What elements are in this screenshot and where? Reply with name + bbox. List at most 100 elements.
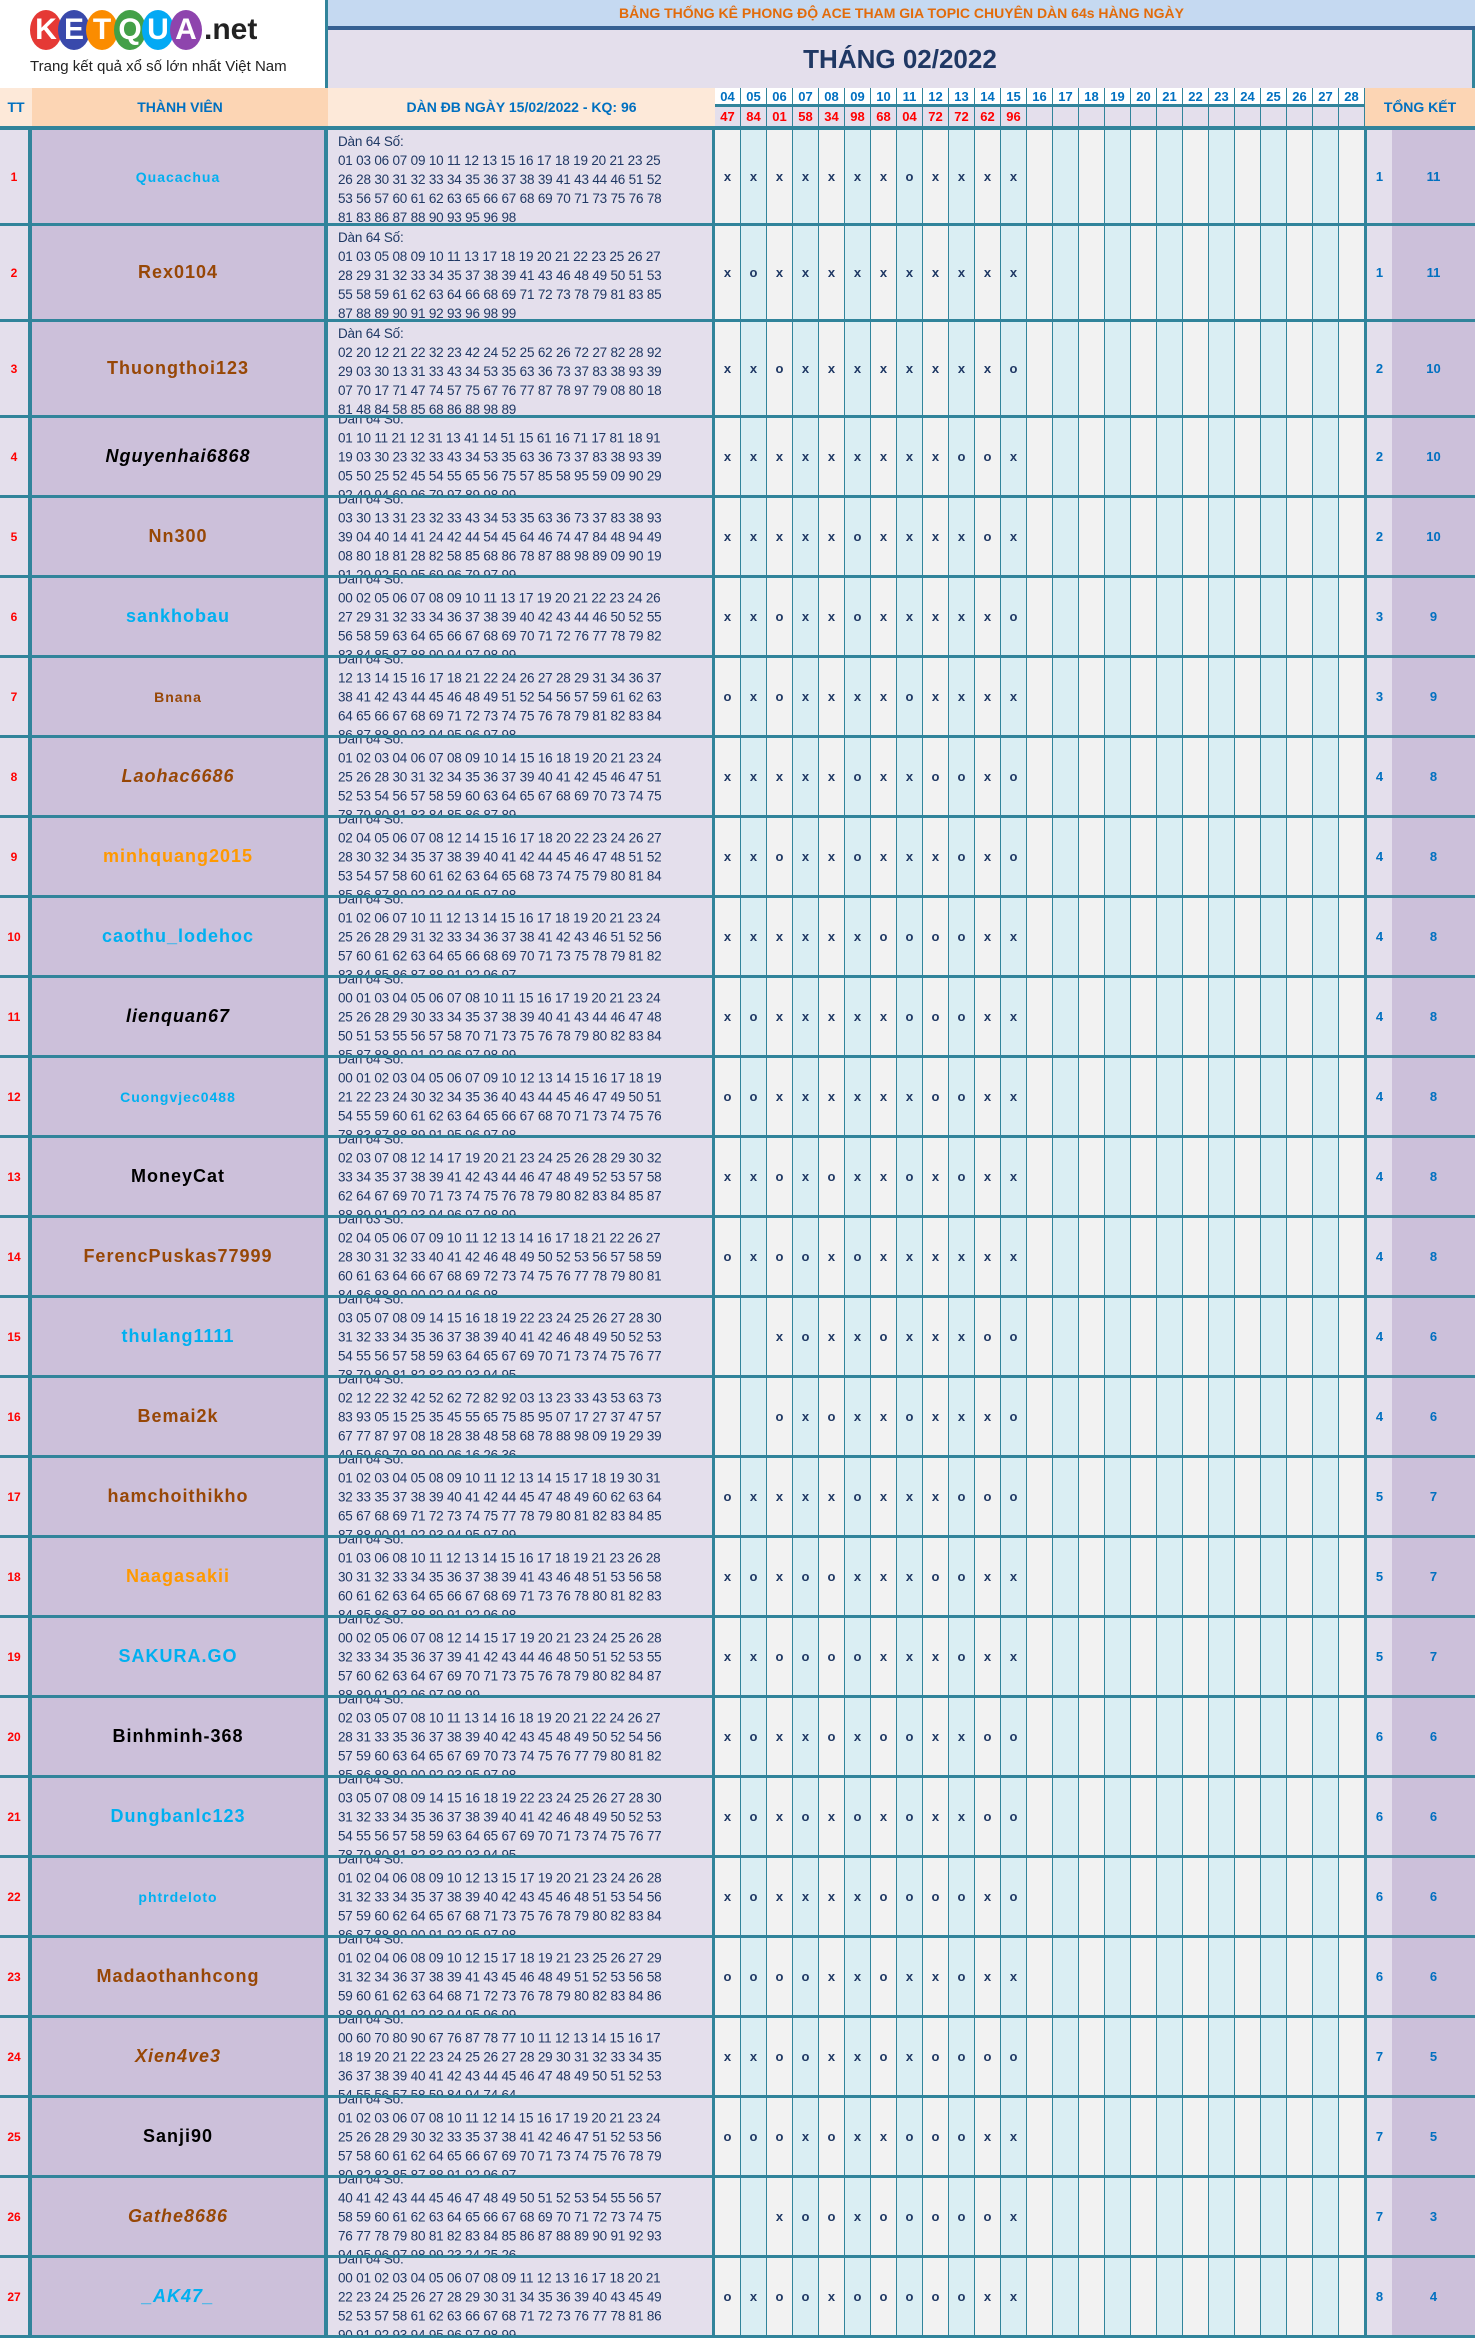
member-name[interactable]: Quacachua [32, 130, 328, 223]
day-mark-cell [1027, 1858, 1053, 1935]
number-set-line: 78 83 87 88 89 91 95 96 97 98 [338, 1127, 517, 1135]
member-name[interactable]: Sanji90 [32, 2098, 328, 2175]
member-name[interactable]: Naagasakii [32, 1538, 328, 1615]
member-name[interactable]: thulang1111 [32, 1298, 328, 1375]
day-mark-cell: o [1001, 1858, 1027, 1935]
member-name[interactable]: sankhobau [32, 578, 328, 655]
day-mark-cell [1157, 898, 1183, 975]
number-set-line: 78 79 80 81 82 83 92 93 94 95 [338, 1847, 517, 1855]
total-misses: 5 [1392, 2018, 1475, 2095]
day-mark-cell [1235, 322, 1261, 415]
day-mark-cell [1131, 898, 1157, 975]
day-mark-cell [1079, 738, 1105, 815]
day-mark-cell: x [715, 738, 741, 815]
table-row: 16 Bemai2k Dàn 64 Số: 02 12 22 32 42 52 62 … [0, 1378, 1475, 1458]
number-set-line: 57 60 62 63 64 67 69 70 71 73 75 76 78 7… [338, 1668, 662, 1683]
member-name[interactable]: Gathe8686 [32, 2178, 328, 2255]
total-misses: 7 [1392, 1458, 1475, 1535]
day-mark-cell: x [793, 498, 819, 575]
member-name[interactable]: Bnana [32, 658, 328, 735]
day-mark-cell: x [975, 1938, 1001, 2015]
ketqua-logo[interactable]: K E T Q U A .net Trang kết quả xổ số lớn nhất … [0, 0, 328, 88]
member-name[interactable]: _AK47_ [32, 2258, 328, 2335]
member-name[interactable]: MoneyCat [32, 1138, 328, 1215]
day-mark-cell: x [975, 226, 1001, 319]
day-mark-cell: o [949, 1938, 975, 2015]
day-mark-cell [1235, 578, 1261, 655]
day-mark-cell [1079, 1458, 1105, 1535]
day-mark-cell [1131, 1378, 1157, 1455]
member-name[interactable]: hamchoithikho [32, 1458, 328, 1535]
day-mark-cell [1339, 1778, 1365, 1855]
number-set-line: 03 05 07 08 09 14 15 16 18 19 22 23 24 2… [338, 1310, 662, 1325]
day-mark-cell [1027, 1778, 1053, 1855]
day-mark-cell [1339, 226, 1365, 319]
number-set-label: Dàn 63 Số: [338, 1218, 404, 1226]
day-mark-cell: x [741, 322, 767, 415]
member-name[interactable]: FerencPuskas77999 [32, 1218, 328, 1295]
day-mark-cell [1209, 1458, 1235, 1535]
day-mark-cell: x [845, 418, 871, 495]
member-name[interactable]: Bemai2k [32, 1378, 328, 1455]
day-mark-cell [1313, 1378, 1339, 1455]
day-mark-cell: x [819, 322, 845, 415]
member-name[interactable]: Rex0104 [32, 226, 328, 319]
day-mark-cell: o [845, 2258, 871, 2335]
member-name[interactable]: lienquan67 [32, 978, 328, 1055]
day-mark-cell [1183, 658, 1209, 735]
number-set-cell: Dàn 64 Số: 01 03 05 08 09 10 11 13 17 18 … [328, 226, 715, 319]
day-mark-cell [1235, 1378, 1261, 1455]
member-name[interactable]: caothu_lodehoc [32, 898, 328, 975]
day-mark-cell [715, 1298, 741, 1375]
day-header: 10 [871, 88, 897, 105]
member-name[interactable]: Nn300 [32, 498, 328, 575]
day-mark-cell: x [845, 1298, 871, 1375]
total-hits: 7 [1365, 2098, 1392, 2175]
table-row: 2 Rex0104 Dàn 64 Số: 01 03 05 08 09 10 11 1… [0, 226, 1475, 322]
member-name[interactable]: Dungbanlc123 [32, 1778, 328, 1855]
day-mark-cell: x [923, 1938, 949, 2015]
day-mark-cell: x [1001, 1538, 1027, 1615]
member-name[interactable]: SAKURA.GO [32, 1618, 328, 1695]
day-header: 24 [1235, 88, 1261, 105]
number-set-line: 31 32 33 34 35 37 38 39 40 42 43 45 46 4… [338, 1889, 662, 1904]
member-name[interactable]: Xien4ve3 [32, 2018, 328, 2095]
day-mark-cell [1027, 2178, 1053, 2255]
member-name[interactable]: phtrdeloto [32, 1858, 328, 1935]
day-mark-cell [1105, 1698, 1131, 1775]
number-set-cell: Dàn 64 Số: 03 30 13 31 23 32 33 43 34 53 … [328, 498, 715, 575]
row-index: 14 [0, 1218, 32, 1295]
day-mark-cell: x [1001, 1938, 1027, 2015]
day-mark-cell: o [819, 2098, 845, 2175]
member-name[interactable]: minhquang2015 [32, 818, 328, 895]
member-name[interactable]: Cuongvjec0488 [32, 1058, 328, 1135]
day-mark-cell: o [897, 2098, 923, 2175]
day-mark-cell: o [845, 1218, 871, 1295]
day-mark-cell: x [923, 498, 949, 575]
day-mark-cell: o [923, 2098, 949, 2175]
day-mark-cell [1183, 1858, 1209, 1935]
day-mark-cell [1313, 2098, 1339, 2175]
day-mark-cell: o [897, 978, 923, 1055]
day-mark-cell [1105, 1538, 1131, 1615]
member-name[interactable]: Madaothanhcong [32, 1938, 328, 2015]
day-mark-cell [1339, 898, 1365, 975]
number-set-line: 03 05 07 08 09 14 15 16 18 19 22 23 24 2… [338, 1790, 662, 1805]
day-mark-cell: o [793, 2178, 819, 2255]
member-name[interactable]: Binhminh-368 [32, 1698, 328, 1775]
day-mark-cell: o [949, 2098, 975, 2175]
day-mark-cell: o [741, 1538, 767, 1615]
day-mark-cell [1027, 1138, 1053, 1215]
month-title: THÁNG 02/2022 [328, 30, 1475, 88]
day-mark-cell [1053, 1458, 1079, 1535]
day-mark-cell [1183, 2178, 1209, 2255]
member-name[interactable]: Laohac6686 [32, 738, 328, 815]
day-mark-cell: x [923, 418, 949, 495]
number-set-line: 54 55 59 60 61 62 63 64 65 66 67 68 70 7… [338, 1108, 662, 1123]
member-name[interactable]: Thuongthoi123 [32, 322, 328, 415]
member-name[interactable]: Nguyenhai6868 [32, 418, 328, 495]
day-mark-cell: x [819, 1778, 845, 1855]
day-result: 47 [715, 107, 741, 126]
